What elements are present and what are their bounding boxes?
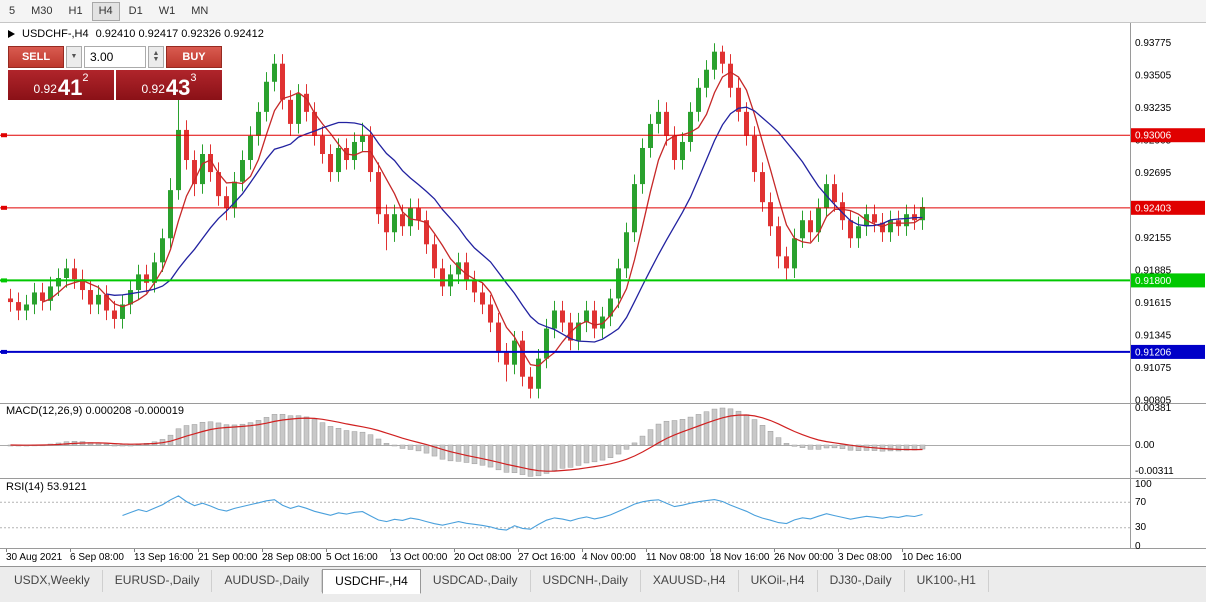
chart-tab[interactable]: UKOil-,H4 (739, 570, 818, 592)
svg-text:0.92403: 0.92403 (1135, 203, 1172, 214)
chart-tab[interactable]: DJ30-,Daily (818, 570, 905, 592)
volume-dropdown-button[interactable]: ▼ (66, 46, 82, 68)
chart-tab[interactable]: USDX,Weekly (2, 570, 103, 592)
svg-text:13 Oct 00:00: 13 Oct 00:00 (390, 552, 448, 563)
sell-price-base: 0.92 (33, 82, 57, 96)
svg-text:18 Nov 16:00: 18 Nov 16:00 (710, 552, 770, 563)
ohlc-values: 0.92410 0.92417 0.92326 0.92412 (95, 28, 264, 40)
svg-text:0.91615: 0.91615 (1135, 298, 1172, 309)
svg-text:0.92155: 0.92155 (1135, 233, 1172, 244)
svg-text:30 Aug 2021: 30 Aug 2021 (6, 552, 63, 563)
svg-text:28 Sep 08:00: 28 Sep 08:00 (262, 552, 322, 563)
chevron-up-icon: ▲ (152, 50, 160, 57)
svg-text:6 Sep 08:00: 6 Sep 08:00 (70, 552, 124, 563)
chart-tab[interactable]: AUDUSD-,Daily (212, 570, 323, 592)
svg-text:0: 0 (1135, 541, 1141, 552)
svg-text:70: 70 (1135, 497, 1147, 508)
timeframe-button-h1[interactable]: H1 (62, 2, 90, 21)
rsi-label: RSI(14) 53.9121 (6, 481, 87, 493)
macd-label: MACD(12,26,9) 0.000208 -0.000019 (6, 405, 184, 417)
chart-tab[interactable]: EURUSD-,Daily (103, 570, 213, 592)
svg-text:11 Nov 08:00: 11 Nov 08:00 (646, 552, 705, 563)
svg-text:0.91800: 0.91800 (1135, 276, 1172, 287)
volume-input[interactable] (84, 46, 146, 68)
candlestick-series (8, 43, 925, 399)
macd-signal-line (10, 414, 923, 472)
svg-text:30: 30 (1135, 522, 1147, 533)
svg-text:-0.00311: -0.00311 (1135, 466, 1174, 477)
timeframe-button-h4[interactable]: H4 (91, 1, 120, 21)
svg-text:5 Oct 16:00: 5 Oct 16:00 (326, 552, 378, 563)
chart-tab[interactable]: USDCNH-,Daily (531, 570, 641, 592)
timeframe-button-w1[interactable]: W1 (152, 2, 183, 21)
chart-tabbar: USDX,Weekly EURUSD-,Daily AUDUSD-,Daily USD… (0, 566, 1206, 602)
sell-button[interactable]: SELL (8, 46, 64, 68)
horizontal-level-lines[interactable]: 0.93006 0.92403 0.91800 0.91206 (0, 128, 1205, 359)
svg-text:0.93235: 0.93235 (1135, 103, 1172, 114)
chart-tab[interactable]: UK100-,H1 (905, 570, 989, 592)
volume-stepper-button[interactable]: ▲ ▼ (148, 46, 164, 68)
chevron-down-icon: ▼ (70, 53, 78, 60)
moving-average-5[interactable] (42, 71, 923, 367)
chart-tab[interactable]: XAUUSD-,H4 (641, 570, 739, 592)
svg-text:21 Sep 00:00: 21 Sep 00:00 (198, 552, 258, 563)
svg-text:27 Oct 16:00: 27 Oct 16:00 (518, 552, 576, 563)
buy-button[interactable]: BUY (166, 46, 222, 68)
svg-text:3 Dec 08:00: 3 Dec 08:00 (838, 552, 892, 563)
timeframe-button-m30[interactable]: M30 (24, 2, 59, 21)
svg-text:0.91075: 0.91075 (1135, 363, 1172, 374)
buy-price-point: 3 (190, 72, 197, 84)
buy-price-display[interactable]: 0.92 43 3 (116, 70, 222, 100)
sell-price-pips: 41 (57, 75, 83, 100)
symbol-label: USDCHF-,H4 (22, 28, 89, 40)
buy-price-base: 0.92 (141, 82, 165, 96)
svg-text:0.90805: 0.90805 (1135, 396, 1172, 407)
one-click-trading-widget: SELL ▼ ▲▼ BUY 0.92 41 2 0.92 43 3 (8, 46, 222, 100)
svg-text:0.93775: 0.93775 (1135, 38, 1172, 49)
svg-text:20 Oct 08:00: 20 Oct 08:00 (454, 552, 512, 563)
chart-symbol-info: USDCHF-,H4 0.92410 0.92417 0.92326 0.924… (8, 28, 264, 40)
svg-text:0.93006: 0.93006 (1135, 131, 1172, 142)
rsi-line (122, 495, 923, 531)
svg-text:0.91345: 0.91345 (1135, 331, 1172, 342)
svg-text:4 Nov 00:00: 4 Nov 00:00 (582, 552, 636, 563)
svg-text:0.91885: 0.91885 (1135, 266, 1172, 277)
svg-text:100: 100 (1135, 479, 1152, 490)
expand-arrow-icon[interactable] (8, 30, 15, 38)
timeframe-button-5[interactable]: 5 (2, 2, 22, 21)
svg-text:10 Dec 16:00: 10 Dec 16:00 (902, 552, 962, 563)
chart-tab[interactable]: USDCHF-,H4 (322, 569, 421, 594)
sell-price-point: 2 (82, 72, 89, 84)
svg-text:0.00381: 0.00381 (1135, 403, 1172, 414)
moving-average-13[interactable] (106, 106, 923, 343)
svg-text:0.91206: 0.91206 (1135, 347, 1172, 358)
svg-text:0.92695: 0.92695 (1135, 168, 1172, 179)
sell-price-display[interactable]: 0.92 41 2 (8, 70, 114, 100)
time-axis: 30 Aug 2021 6 Sep 08:00 13 Sep 16:00 21 Sep… (6, 549, 962, 563)
svg-text:13 Sep 16:00: 13 Sep 16:00 (134, 552, 194, 563)
timeframe-button-mn[interactable]: MN (184, 2, 215, 21)
timeframe-toolbar: 5 M30 H1 H4 D1 W1 MN (0, 0, 1206, 23)
rsi-indicator: 100 70 30 0 (0, 479, 1152, 552)
buy-price-pips: 43 (165, 75, 191, 100)
timeframe-button-d1[interactable]: D1 (122, 2, 150, 21)
chart-tab[interactable]: USDCAD-,Daily (421, 570, 531, 592)
chevron-down-icon: ▼ (152, 56, 160, 63)
svg-text:26 Nov 00:00: 26 Nov 00:00 (774, 552, 834, 563)
svg-text:0.93505: 0.93505 (1135, 71, 1172, 82)
macd-indicator: 0.00381 0.00 -0.00311 (0, 403, 1174, 477)
svg-text:0.00: 0.00 (1135, 440, 1155, 451)
